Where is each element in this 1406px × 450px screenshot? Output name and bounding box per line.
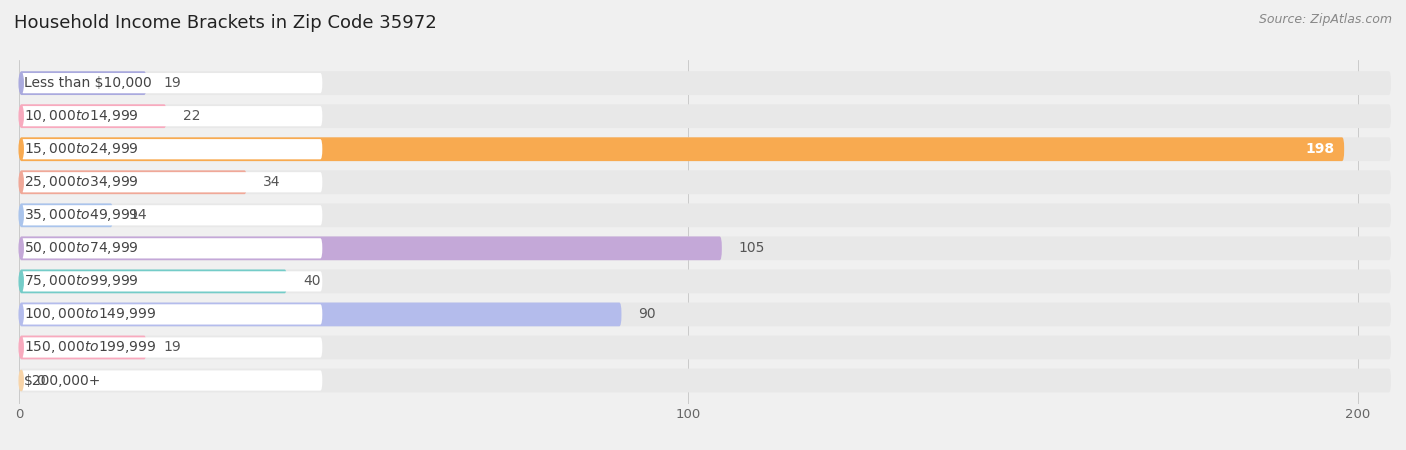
Circle shape xyxy=(20,172,24,192)
Text: 198: 198 xyxy=(1305,142,1334,156)
Text: Less than $10,000: Less than $10,000 xyxy=(24,76,152,90)
FancyBboxPatch shape xyxy=(20,71,146,95)
Text: 19: 19 xyxy=(163,341,181,355)
FancyBboxPatch shape xyxy=(20,171,246,194)
FancyBboxPatch shape xyxy=(21,304,322,324)
Text: $75,000 to $99,999: $75,000 to $99,999 xyxy=(24,274,139,289)
Circle shape xyxy=(20,73,24,93)
FancyBboxPatch shape xyxy=(20,336,146,360)
FancyBboxPatch shape xyxy=(21,370,322,391)
Circle shape xyxy=(20,106,24,126)
FancyBboxPatch shape xyxy=(20,104,166,128)
Text: $150,000 to $199,999: $150,000 to $199,999 xyxy=(24,339,156,356)
FancyBboxPatch shape xyxy=(21,172,322,192)
Text: 40: 40 xyxy=(304,274,321,288)
Circle shape xyxy=(20,304,24,324)
Text: 14: 14 xyxy=(129,208,148,222)
FancyBboxPatch shape xyxy=(20,302,621,326)
Text: $35,000 to $49,999: $35,000 to $49,999 xyxy=(24,207,139,223)
FancyBboxPatch shape xyxy=(20,71,1391,95)
Text: 0: 0 xyxy=(37,374,45,387)
Text: $50,000 to $74,999: $50,000 to $74,999 xyxy=(24,240,139,256)
Text: $100,000 to $149,999: $100,000 to $149,999 xyxy=(24,306,156,322)
Circle shape xyxy=(20,370,24,391)
FancyBboxPatch shape xyxy=(20,236,1391,260)
Text: $200,000+: $200,000+ xyxy=(24,374,101,387)
FancyBboxPatch shape xyxy=(20,336,1391,360)
FancyBboxPatch shape xyxy=(20,137,1344,161)
Text: $10,000 to $14,999: $10,000 to $14,999 xyxy=(24,108,139,124)
Circle shape xyxy=(20,238,24,258)
Text: 22: 22 xyxy=(183,109,201,123)
FancyBboxPatch shape xyxy=(21,338,322,358)
Circle shape xyxy=(20,139,24,159)
Text: $15,000 to $24,999: $15,000 to $24,999 xyxy=(24,141,139,157)
FancyBboxPatch shape xyxy=(21,106,322,126)
Text: Source: ZipAtlas.com: Source: ZipAtlas.com xyxy=(1258,14,1392,27)
Circle shape xyxy=(20,205,24,225)
FancyBboxPatch shape xyxy=(21,205,322,225)
Text: 90: 90 xyxy=(638,307,655,321)
FancyBboxPatch shape xyxy=(20,369,1391,392)
FancyBboxPatch shape xyxy=(20,270,287,293)
FancyBboxPatch shape xyxy=(20,302,1391,326)
Circle shape xyxy=(20,338,24,358)
Circle shape xyxy=(20,271,24,292)
FancyBboxPatch shape xyxy=(20,171,1391,194)
Text: 34: 34 xyxy=(263,175,281,189)
Text: 19: 19 xyxy=(163,76,181,90)
FancyBboxPatch shape xyxy=(21,238,322,258)
FancyBboxPatch shape xyxy=(20,104,1391,128)
Text: $25,000 to $34,999: $25,000 to $34,999 xyxy=(24,174,139,190)
FancyBboxPatch shape xyxy=(21,271,322,292)
FancyBboxPatch shape xyxy=(21,73,322,93)
FancyBboxPatch shape xyxy=(20,203,112,227)
Text: 105: 105 xyxy=(738,241,765,255)
FancyBboxPatch shape xyxy=(21,139,322,159)
FancyBboxPatch shape xyxy=(20,270,1391,293)
FancyBboxPatch shape xyxy=(20,203,1391,227)
FancyBboxPatch shape xyxy=(20,137,1391,161)
FancyBboxPatch shape xyxy=(20,236,721,260)
Text: Household Income Brackets in Zip Code 35972: Household Income Brackets in Zip Code 35… xyxy=(14,14,437,32)
